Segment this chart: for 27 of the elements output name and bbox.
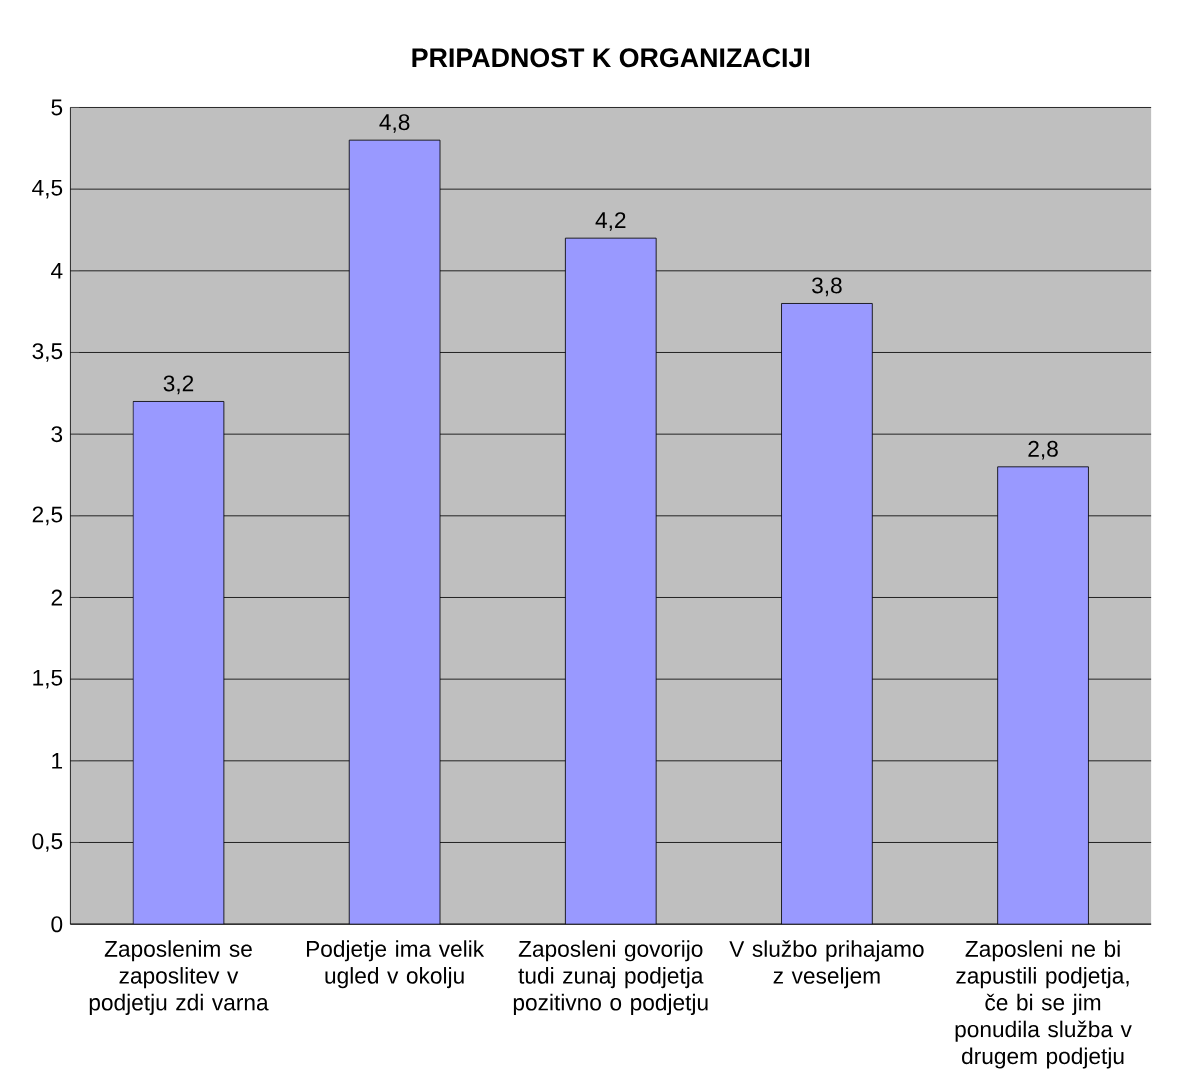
y-tick-label: 3,5	[32, 343, 63, 362]
data-label: 3,2	[163, 375, 194, 395]
data-label: 3,8	[812, 277, 842, 297]
y-tick-label: 4,5	[32, 180, 63, 199]
bar	[997, 466, 1089, 925]
bar	[348, 139, 441, 925]
y-tick-label: 2,5	[32, 506, 63, 526]
y-tick-label: 0,5	[32, 833, 63, 852]
y-tick-label: 5	[51, 99, 63, 116]
x-tick-label: V službo prihajamo z veseljem	[729, 940, 924, 989]
bar	[781, 303, 873, 925]
bar	[564, 237, 657, 925]
y-tick-label: 4	[51, 263, 63, 279]
data-label: 4,8	[379, 114, 410, 134]
x-tick-label: Podjetje ima velik ugled v okolju	[306, 940, 485, 989]
x-tick-label: Zaposleni govorijo tudi zunaj podjetja pozitivno o podjetju	[513, 940, 708, 1016]
data-label: 2,8	[1028, 440, 1058, 460]
chart-title: PRIPADNOST K ORGANIZACIJI	[412, 48, 810, 68]
data-label: 4,2	[595, 212, 626, 232]
y-tick-label: 3	[51, 426, 63, 443]
y-tick-label: 2	[51, 589, 62, 606]
x-tick-label: Zaposlenim se zaposlitev v podjetju zdi varna	[89, 940, 269, 1016]
x-tick-label: Zaposleni ne bi zapustili podjetja, če bi se jim ponudila služba v drugem podjetju	[955, 940, 1132, 1069]
y-tick-label: 1	[52, 753, 63, 769]
y-tick-label: 1,5	[33, 670, 63, 689]
bar	[132, 401, 225, 925]
y-tick-label: 0	[51, 916, 63, 933]
